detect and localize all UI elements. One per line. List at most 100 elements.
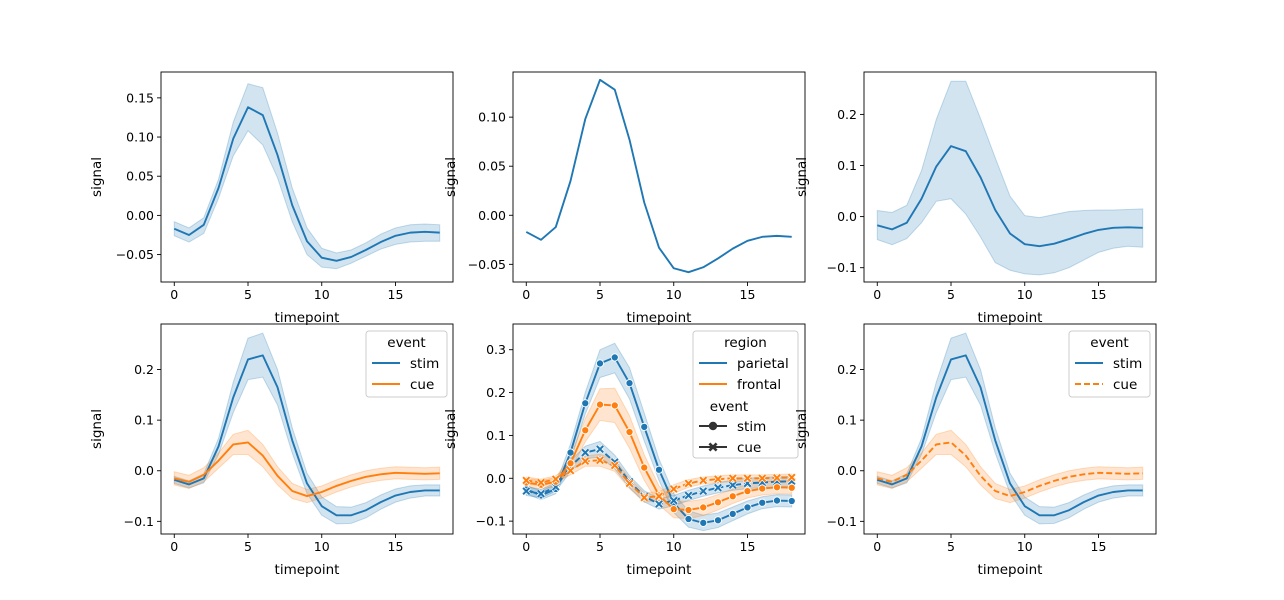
x-tick-label: 15 [1091, 287, 1107, 302]
legend: event stim cue [1068, 330, 1151, 398]
x-tick-label: 5 [244, 539, 252, 554]
legend: event stim cue [365, 330, 448, 398]
y-tick-label: −0.05 [468, 257, 506, 272]
point-marker [610, 461, 619, 470]
point-marker [596, 456, 604, 465]
plot-area [173, 332, 441, 525]
x-tick-label: 10 [666, 287, 682, 302]
legend-title: region [724, 335, 767, 351]
point-marker [537, 478, 545, 487]
y-tick-label: 0.00 [126, 208, 154, 223]
point-marker [713, 498, 723, 507]
x-tick-label: 10 [314, 287, 330, 302]
point-marker [640, 493, 649, 502]
y-tick-label: 0.0 [486, 471, 506, 486]
point-marker [610, 353, 619, 362]
legend-label: cue [1113, 377, 1137, 393]
point-marker [522, 487, 531, 496]
y-tick-label: −0.1 [827, 514, 857, 529]
legend-subtitle: event [710, 399, 748, 415]
y-tick-label: 0.2 [837, 107, 857, 122]
point-marker [743, 503, 752, 512]
x-tick-label: 5 [244, 287, 252, 302]
subplot-1: 0 5 10 15 −0.05 0.00 0.05 0.10 0.15 timepoint sign… [89, 71, 454, 326]
series-line-1 [877, 145, 1143, 248]
y-tick-label: 0.2 [134, 362, 154, 377]
point-marker [669, 505, 678, 514]
y-tick-label: 0.00 [478, 208, 506, 223]
point-marker [610, 401, 619, 410]
point-marker [640, 422, 649, 431]
legend-box [1068, 330, 1151, 398]
y-tick-label: 0.1 [837, 158, 857, 173]
plot-area [173, 83, 441, 270]
confidence-band-1 [876, 80, 1144, 276]
point-marker [684, 479, 693, 488]
x-tick-label: 5 [596, 539, 604, 554]
x-axis-label: timepoint [978, 562, 1043, 578]
x-axis-label: timepoint [275, 310, 340, 326]
legend: region parietal frontal event stim cue [692, 330, 799, 459]
y-tick-label: 0.1 [134, 413, 154, 428]
point-marker [787, 473, 796, 482]
legend-title: event [1090, 335, 1128, 351]
point-marker [581, 399, 590, 408]
point-marker [551, 475, 560, 484]
point-marker [566, 448, 575, 457]
y-tick-label: 0.0 [837, 209, 857, 224]
series-line-2 [877, 441, 1143, 497]
point-marker [728, 481, 737, 490]
x-tick-label: 10 [314, 539, 330, 554]
point-marker [743, 474, 752, 483]
point-marker [596, 445, 604, 454]
confidence-band-2 [876, 429, 1144, 504]
point-marker [640, 463, 649, 472]
point-marker [595, 400, 605, 409]
y-axis-label: signal [443, 157, 459, 197]
point-marker [773, 473, 781, 482]
x-tick-label: 5 [947, 539, 955, 554]
y-axis-label: signal [794, 409, 810, 449]
plot-area [525, 78, 792, 274]
x-tick-label: 15 [1091, 539, 1107, 554]
point-marker [699, 487, 708, 496]
y-tick-label: 0.1 [486, 428, 506, 443]
point-marker [728, 492, 737, 501]
point-marker [713, 516, 723, 525]
axes-frame [160, 323, 454, 535]
point-marker [581, 457, 590, 466]
x-tick-label: 0 [873, 539, 881, 554]
point-marker [728, 474, 737, 483]
point-marker [581, 426, 590, 435]
x-tick-label: 10 [1017, 287, 1033, 302]
point-marker [655, 500, 663, 508]
y-tick-label: −0.1 [827, 260, 857, 275]
point-marker [537, 489, 545, 498]
point-marker [728, 509, 737, 518]
point-marker [566, 459, 575, 468]
point-marker [743, 487, 752, 496]
y-tick-label: 0.0 [134, 463, 154, 478]
y-axis-label: signal [89, 157, 105, 197]
series-line-2 [174, 441, 440, 497]
point-marker [758, 498, 767, 507]
point-marker [772, 483, 782, 492]
point-marker [669, 496, 678, 505]
series-line-1 [173, 106, 440, 262]
x-tick-label: 10 [666, 539, 682, 554]
subplot-3: 0 5 10 15 −0.1 0.0 0.1 0.2 timepoint signal [794, 71, 1157, 326]
x-tick-label: 15 [388, 539, 404, 554]
confidence-band-2 [173, 429, 441, 504]
legend-label: stim [737, 419, 766, 435]
plot-area [876, 332, 1144, 525]
series-line-1 [876, 354, 1143, 517]
subplot-5: 0 5 10 15 −0.1 0.0 0.1 0.2 0.3 timepoint signal reg… [443, 323, 806, 578]
y-axis-label: signal [794, 157, 810, 197]
x-tick-label: 15 [740, 287, 756, 302]
point-marker [758, 484, 767, 493]
y-tick-label: 0.3 [486, 342, 506, 357]
confidence-band-1 [173, 83, 441, 270]
x-axis-label: timepoint [275, 562, 340, 578]
axes-frame [863, 71, 1157, 283]
y-axis-label: signal [89, 409, 105, 449]
